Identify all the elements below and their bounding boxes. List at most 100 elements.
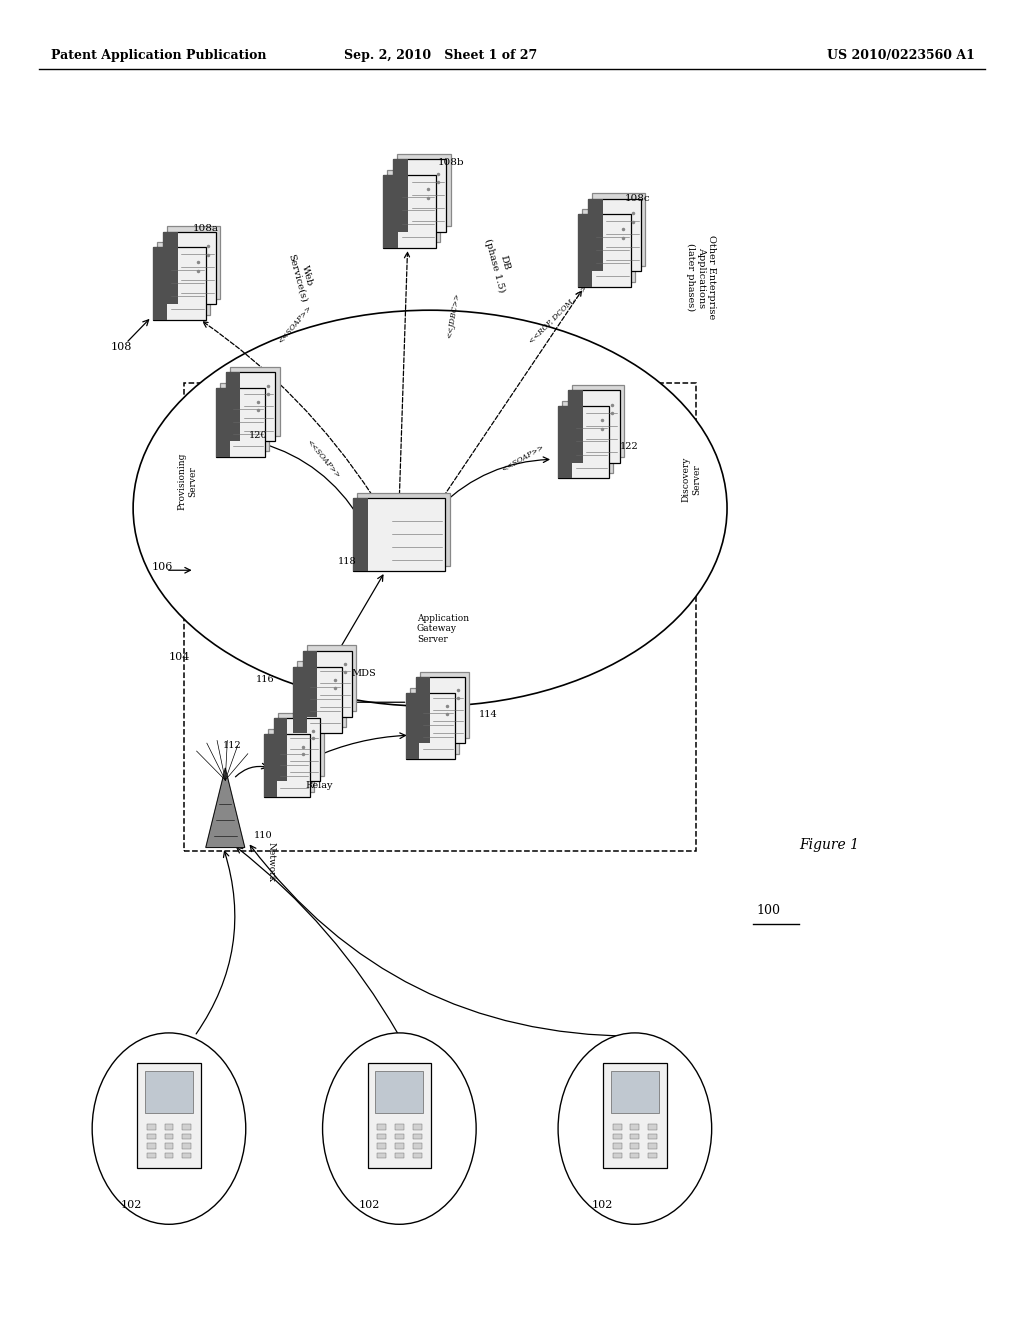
Bar xyxy=(293,667,342,733)
Bar xyxy=(226,372,275,441)
Bar xyxy=(146,1134,156,1139)
Bar xyxy=(137,1063,201,1168)
Bar xyxy=(395,1125,403,1130)
Bar xyxy=(353,498,445,570)
Bar xyxy=(182,1125,191,1130)
Bar xyxy=(631,1152,639,1158)
Bar xyxy=(375,1071,424,1113)
Bar xyxy=(377,1134,386,1139)
Text: Discovery
Server: Discovery Server xyxy=(682,457,700,502)
Bar xyxy=(182,1143,191,1148)
Bar xyxy=(588,198,641,271)
Bar xyxy=(558,405,572,478)
Text: 108c: 108c xyxy=(625,194,650,203)
Bar xyxy=(383,174,436,248)
Bar xyxy=(368,1063,431,1168)
Bar xyxy=(612,1152,622,1158)
Text: <<ROP, DCOM...>>: <<ROP, DCOM...>> xyxy=(527,284,589,346)
Ellipse shape xyxy=(558,1032,712,1225)
Text: <<SOAP>>: <<SOAP>> xyxy=(500,442,545,474)
Bar xyxy=(648,1125,657,1130)
Bar xyxy=(648,1134,657,1139)
Bar xyxy=(592,193,645,265)
Text: 116: 116 xyxy=(256,676,274,685)
Bar xyxy=(146,1143,156,1148)
Text: 108: 108 xyxy=(111,342,132,352)
Bar xyxy=(157,242,210,314)
Bar xyxy=(163,231,178,304)
Text: 108a: 108a xyxy=(193,224,218,234)
Bar xyxy=(648,1143,657,1148)
Bar xyxy=(353,498,368,570)
Bar xyxy=(572,384,624,457)
Bar xyxy=(582,209,635,281)
Bar xyxy=(395,1152,403,1158)
Bar xyxy=(274,718,319,781)
Bar xyxy=(393,158,446,232)
Bar xyxy=(558,405,609,478)
Bar xyxy=(406,693,419,759)
Bar xyxy=(216,388,265,457)
Bar xyxy=(274,718,287,781)
Bar xyxy=(395,1143,403,1148)
Bar xyxy=(182,1152,191,1158)
Bar xyxy=(413,1134,422,1139)
Text: Relay: Relay xyxy=(305,781,333,791)
Text: 102: 102 xyxy=(358,1200,380,1210)
Text: Web
Service(s): Web Service(s) xyxy=(287,251,317,304)
Text: 112: 112 xyxy=(223,742,242,751)
Text: 120: 120 xyxy=(249,432,267,441)
Bar xyxy=(165,1134,173,1139)
Bar xyxy=(562,400,613,473)
Bar xyxy=(410,688,459,754)
Bar xyxy=(226,372,240,441)
Bar xyxy=(165,1152,173,1158)
Bar xyxy=(413,1143,422,1148)
Text: Figure 1: Figure 1 xyxy=(799,838,859,851)
Bar xyxy=(153,247,168,319)
Text: <<SOAP>>: <<SOAP>> xyxy=(276,304,313,346)
Bar xyxy=(297,661,346,727)
Bar xyxy=(631,1143,639,1148)
Text: 102: 102 xyxy=(121,1200,142,1210)
Text: US 2010/0223560 A1: US 2010/0223560 A1 xyxy=(827,49,975,62)
Text: 106: 106 xyxy=(152,562,173,573)
Bar xyxy=(612,1125,622,1130)
Text: DB
(phase 1.5): DB (phase 1.5) xyxy=(483,235,516,293)
Bar xyxy=(395,1134,403,1139)
Text: Network: Network xyxy=(266,842,275,882)
Text: 122: 122 xyxy=(620,442,638,451)
Bar xyxy=(182,1134,191,1139)
Bar xyxy=(144,1071,194,1113)
Bar xyxy=(163,231,216,304)
Bar xyxy=(610,1071,659,1113)
Bar xyxy=(631,1125,639,1130)
Bar xyxy=(357,492,450,565)
Bar xyxy=(413,1125,422,1130)
Bar xyxy=(420,672,469,738)
Text: 108b: 108b xyxy=(438,158,465,168)
Text: 104: 104 xyxy=(169,652,190,663)
Text: 114: 114 xyxy=(479,710,498,719)
Bar xyxy=(397,153,451,226)
Bar xyxy=(184,383,696,851)
Ellipse shape xyxy=(323,1032,476,1225)
Bar xyxy=(165,1143,173,1148)
Bar xyxy=(603,1063,667,1168)
Bar xyxy=(568,389,583,462)
Bar xyxy=(406,693,455,759)
Bar xyxy=(377,1125,386,1130)
Bar xyxy=(216,388,229,457)
Bar xyxy=(612,1134,622,1139)
Text: 118: 118 xyxy=(338,557,356,566)
Bar xyxy=(167,226,220,298)
Text: MDS: MDS xyxy=(351,669,376,678)
Bar xyxy=(293,667,306,733)
Bar xyxy=(416,677,465,743)
Bar xyxy=(146,1152,156,1158)
Ellipse shape xyxy=(92,1032,246,1225)
Text: Application
Gateway
Server: Application Gateway Server xyxy=(417,614,469,644)
Bar xyxy=(413,1152,422,1158)
Bar xyxy=(230,367,280,436)
Text: <<SOAP>>: <<SOAP>> xyxy=(305,438,342,480)
